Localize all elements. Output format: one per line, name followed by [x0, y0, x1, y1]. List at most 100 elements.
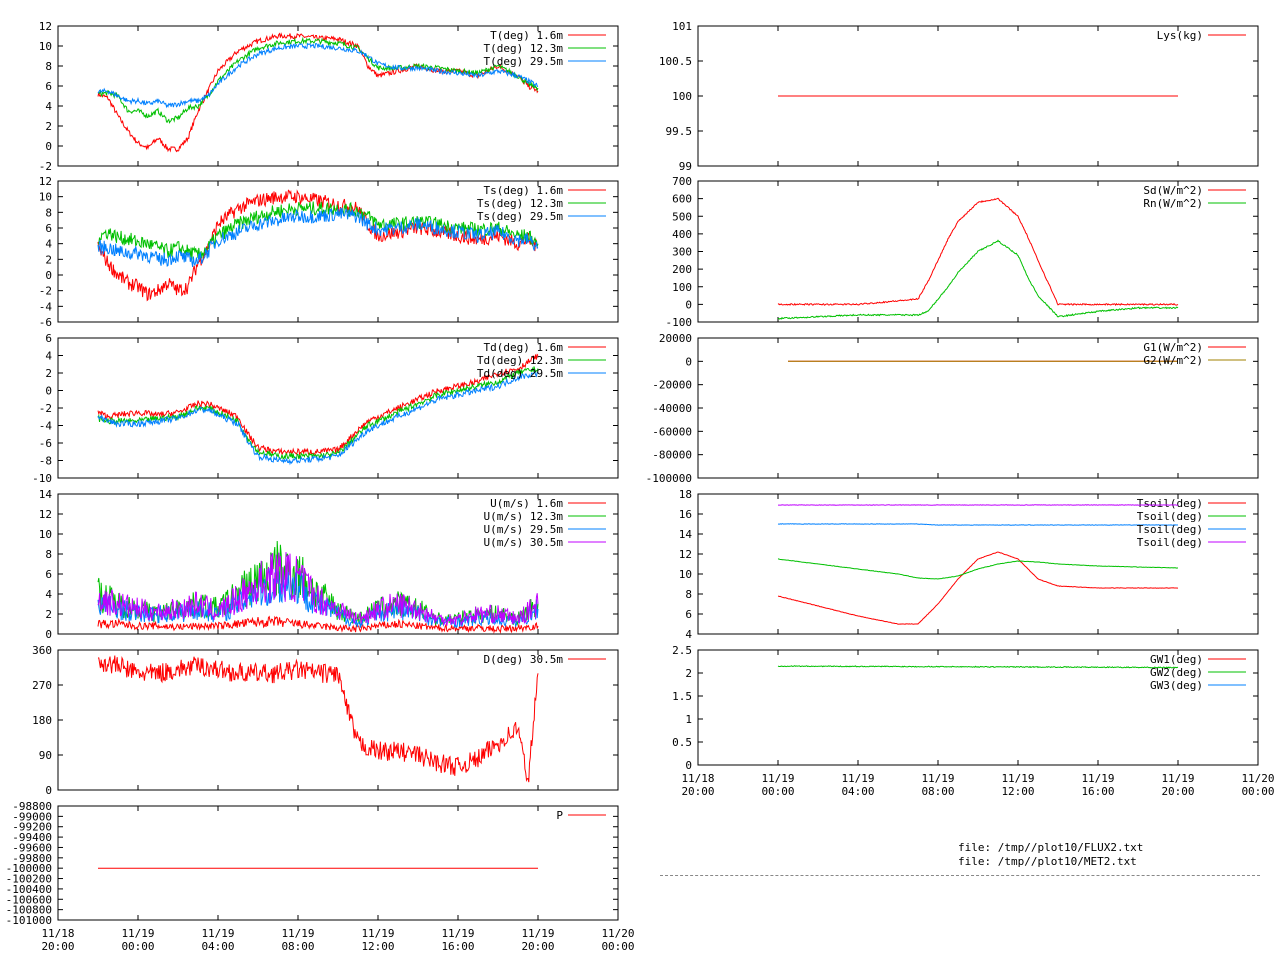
y-tick-label: 100 — [672, 281, 692, 294]
source-files: file: /tmp//plot10/FLUX2.txt file: /tmp//… — [958, 841, 1143, 869]
y-tick-label: 0 — [685, 759, 692, 772]
file-label-flux: file: /tmp//plot10/FLUX2.txt — [958, 841, 1144, 854]
panel-ground-water: 2.521.510.5011/1820:0011/1900:0011/1904:… — [672, 644, 1274, 798]
y-tick-label: 6 — [45, 332, 52, 345]
panel-pressure: -101000-100800-100600-100400-100200-1000… — [6, 800, 635, 953]
y-tick-label: 12 — [39, 175, 52, 188]
x-tick-date: 11/19 — [921, 772, 954, 785]
x-tick-time: 16:00 — [441, 940, 474, 953]
x-tick-date: 11/19 — [121, 927, 154, 940]
panel-ground-heat-flux: 20000 0 -20000 -40000 -60000 -80000 -100000 G1(… — [646, 332, 1259, 485]
y-tick-label: -2 — [39, 285, 52, 298]
x-tick-time: 20:00 — [521, 940, 554, 953]
y-tick-label: 8 — [45, 548, 52, 561]
legend-label: Tsoil(deg) — [1137, 497, 1203, 510]
x-tick-time: 00:00 — [1241, 785, 1274, 798]
y-tick-label: 0 — [45, 385, 52, 398]
y-tick-label: 600 — [672, 193, 692, 206]
y-tick-label: 0 — [45, 784, 52, 797]
y-tick-label: -100000 — [646, 472, 692, 485]
series-line — [97, 32, 539, 153]
legend-label: GW3(deg) — [1150, 679, 1203, 692]
legend-label: G1(W/m^2) — [1143, 341, 1203, 354]
y-tick-label: -99600 — [12, 841, 52, 854]
y-tick-label: -98800 — [12, 800, 52, 813]
plot-frame — [57, 805, 619, 921]
x-tick-date: 11/19 — [1161, 772, 1194, 785]
legend-label: U(m/s) 1.6m — [490, 497, 563, 510]
legend-label: T(deg) 12.3m — [484, 42, 564, 55]
y-tick-label: 100 — [672, 90, 692, 103]
file-label-met: file: /tmp//plot10/MET2.txt — [958, 855, 1137, 868]
x-tick-time: 20:00 — [681, 785, 714, 798]
y-tick-label: -4 — [39, 420, 53, 433]
plot-frame — [57, 180, 619, 323]
separator-line — [660, 875, 1260, 876]
panel-radiation: 700 600 500 400 300 200 100 0 -100 Sd(W/m^2)Rn(W/… — [666, 175, 1259, 329]
panel-soil-temperature: 1816141210864Tsoil(deg)Tsoil(deg)Tsoil(d… — [679, 488, 1259, 641]
y-tick-label: 0 — [685, 355, 692, 368]
panel-lysimeter: 101 100.5 100 99.5 99 Lys(kg) — [659, 20, 1259, 173]
y-tick-label: 2 — [45, 120, 52, 133]
y-tick-label: 14 — [679, 528, 693, 541]
legend-label: Ts(deg) 12.3m — [477, 197, 563, 210]
series-line — [97, 353, 539, 457]
y-tick-label: -10 — [32, 472, 52, 485]
y-tick-label: -99400 — [12, 831, 52, 844]
legend-label: Td(deg) 12.3m — [477, 354, 563, 367]
legend-label: GW2(deg) — [1150, 666, 1203, 679]
y-tick-label: 99 — [679, 160, 692, 173]
y-tick-label: -8 — [39, 455, 52, 468]
series-line — [97, 615, 539, 634]
series-line — [97, 369, 539, 466]
x-tick-date: 11/19 — [841, 772, 874, 785]
x-tick-time: 20:00 — [1161, 785, 1194, 798]
y-tick-label: 500 — [672, 210, 692, 223]
y-tick-label: 2 — [45, 253, 52, 266]
series-line — [97, 42, 539, 109]
y-tick-label: 300 — [672, 246, 692, 259]
y-tick-label: 6 — [45, 80, 52, 93]
series-line — [777, 665, 1179, 669]
y-tick-label: -100000 — [6, 862, 52, 875]
legend-label: Tsoil(deg) — [1137, 523, 1203, 536]
y-tick-label: -100200 — [6, 873, 52, 886]
y-tick-label: -6 — [39, 316, 52, 329]
legend-label: Sd(W/m^2) — [1143, 184, 1203, 197]
y-tick-label: -4 — [39, 300, 53, 313]
x-tick-date: 11/19 — [281, 927, 314, 940]
x-tick-time: 12:00 — [361, 940, 394, 953]
legend-label: U(m/s) 30.5m — [484, 536, 564, 549]
x-tick-date: 11/18 — [41, 927, 74, 940]
series-line — [97, 366, 539, 461]
y-tick-label: -100400 — [6, 883, 52, 896]
series-line — [97, 36, 539, 124]
legend-label: Tsoil(deg) — [1137, 510, 1203, 523]
y-tick-label: 180 — [32, 714, 52, 727]
y-tick-label: 12 — [679, 548, 692, 561]
y-tick-label: 10 — [39, 40, 52, 53]
legend-label: G2(W/m^2) — [1143, 354, 1203, 367]
y-tick-label: 0 — [45, 269, 52, 282]
y-tick-label: 4 — [45, 100, 52, 113]
series-line — [777, 197, 1179, 307]
y-tick-label: -20000 — [652, 379, 692, 392]
y-tick-label: 16 — [679, 508, 692, 521]
series-line — [97, 189, 538, 302]
y-tick-label: 0 — [685, 298, 692, 311]
x-tick-date: 11/19 — [1081, 772, 1114, 785]
y-tick-label: -60000 — [652, 425, 692, 438]
x-tick-date: 11/19 — [201, 927, 234, 940]
y-tick-label: 6 — [685, 608, 692, 621]
legend-label: Ts(deg) 29.5m — [477, 210, 563, 223]
y-tick-label: 0.5 — [672, 736, 692, 749]
panel-wind-direction: 360 270 180 90 0 D(deg) 30.5m — [32, 644, 619, 797]
y-tick-label: 99.5 — [666, 125, 693, 138]
y-tick-label: 12 — [39, 508, 52, 521]
y-tick-label: 8 — [45, 206, 52, 219]
y-tick-label: 20000 — [659, 332, 692, 345]
y-tick-label: 10 — [39, 528, 52, 541]
legend-label: Td(deg) 1.6m — [484, 341, 564, 354]
